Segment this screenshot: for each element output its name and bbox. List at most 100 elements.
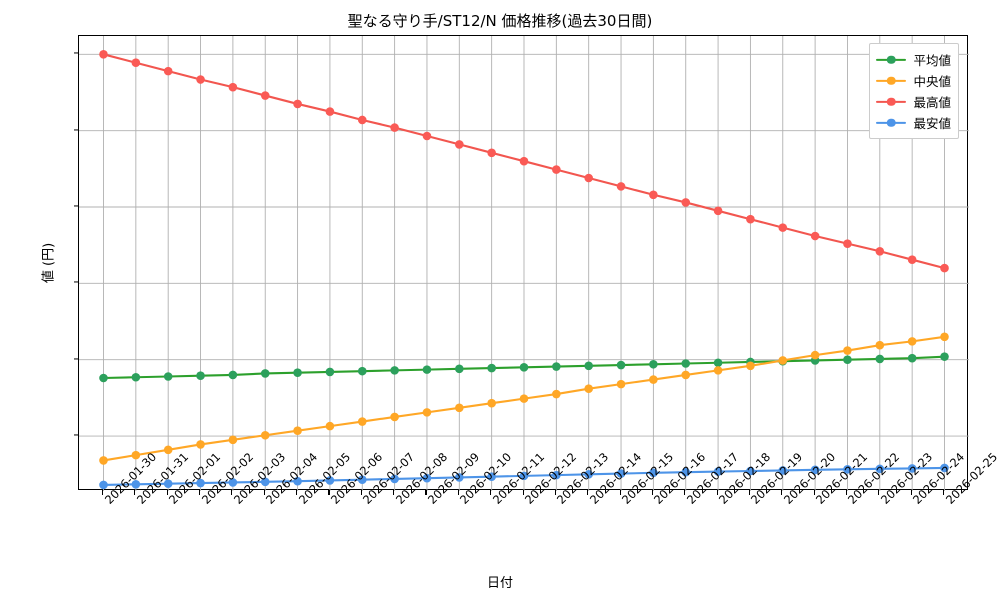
data-point-marker xyxy=(584,173,593,183)
data-point-marker xyxy=(681,198,691,207)
data-point-marker xyxy=(196,371,205,381)
data-point-marker xyxy=(713,206,723,216)
legend-item-2[interactable]: 最高値 xyxy=(876,91,951,112)
data-point-marker xyxy=(357,475,367,485)
x-axis-tick-label: 2026-02-24 xyxy=(910,450,967,507)
y-axis-tick-mark xyxy=(73,52,78,54)
data-point-marker xyxy=(843,346,852,355)
data-point-marker xyxy=(455,403,464,413)
chart-legend: 平均値中央値 最高値最安値 xyxy=(869,43,959,139)
data-point-marker xyxy=(552,389,561,399)
data-point-marker xyxy=(584,361,593,371)
x-axis-tick-label: 2026-02-20 xyxy=(781,450,838,507)
data-point-marker xyxy=(875,354,885,364)
data-point-marker xyxy=(293,426,302,435)
x-axis-tick-mark xyxy=(166,490,168,495)
data-point-marker xyxy=(422,131,432,141)
x-axis-tick-mark xyxy=(102,490,104,495)
data-point-marker xyxy=(746,466,755,476)
x-axis-tick-mark xyxy=(651,490,653,495)
data-point-marker xyxy=(228,435,238,445)
x-axis-tick-mark xyxy=(910,490,912,495)
legend-item-1[interactable]: 中央値 xyxy=(876,70,951,91)
x-axis-tick-label: 2026-02-05 xyxy=(296,450,353,507)
data-point-marker xyxy=(390,123,399,132)
legend-item-0[interactable]: 平均値 xyxy=(876,49,951,70)
data-point-marker xyxy=(260,91,270,100)
x-axis-tick-label: 2026-02-12 xyxy=(522,450,579,507)
data-point-marker xyxy=(455,140,464,149)
data-point-marker xyxy=(907,464,917,473)
x-axis-tick-mark xyxy=(943,490,945,495)
x-axis-tick-label: 2026-02-16 xyxy=(651,450,708,507)
data-point-marker xyxy=(584,470,593,479)
data-point-marker xyxy=(778,223,788,232)
x-axis-tick-mark xyxy=(457,490,459,495)
legend-label: 平均値 xyxy=(913,53,951,68)
data-point-marker xyxy=(681,359,691,368)
data-point-marker xyxy=(325,476,335,485)
data-point-marker xyxy=(325,107,335,116)
series-lines xyxy=(99,50,949,490)
legend-label: 最安値 xyxy=(913,116,951,131)
data-point-marker xyxy=(649,190,658,200)
x-axis-tick-label: 2026-02-06 xyxy=(328,450,385,507)
data-point-marker xyxy=(810,350,820,360)
x-axis-tick-label: 2026-01-30 xyxy=(102,450,159,507)
y-axis-tick-mark xyxy=(73,205,78,207)
data-point-marker xyxy=(713,366,723,375)
data-point-marker xyxy=(422,408,432,417)
data-point-marker xyxy=(519,363,529,372)
data-point-marker xyxy=(907,353,917,363)
data-point-marker xyxy=(875,246,885,256)
data-point-marker xyxy=(131,58,141,68)
data-point-marker xyxy=(455,473,464,482)
legend-swatch-icon xyxy=(876,95,907,109)
x-axis-tick-label: 2026-02-21 xyxy=(813,450,870,507)
x-axis-tick-mark xyxy=(199,490,201,495)
plot-area: 値 (円) 平均値 中央値 最高値 最安値 xyxy=(42,35,969,491)
data-point-marker xyxy=(487,148,496,158)
x-axis-tick-label: 2026-02-01 xyxy=(166,450,223,507)
data-point-marker xyxy=(843,355,852,364)
data-point-marker xyxy=(422,473,432,483)
legend-item-3[interactable]: 最安値 xyxy=(876,112,951,133)
x-axis-tick-mark xyxy=(813,490,815,495)
data-point-marker xyxy=(907,255,917,264)
data-point-marker xyxy=(649,468,658,478)
data-point-marker xyxy=(649,375,658,384)
data-point-marker xyxy=(681,467,691,477)
x-axis-tick-label: 2026-02-07 xyxy=(360,450,417,507)
x-axis-tick-mark xyxy=(328,490,330,495)
x-axis-tick-mark xyxy=(490,490,492,495)
x-axis-tick-mark xyxy=(716,490,718,495)
y-axis-tick-mark xyxy=(73,434,78,436)
x-axis-tick-label: 2026-02-10 xyxy=(457,450,514,507)
chart-title: 聖なる守り手/ST12/N 価格推移(過去30日間) xyxy=(347,12,653,30)
data-point-marker xyxy=(260,477,270,487)
x-axis-tick-mark xyxy=(393,490,395,495)
data-point-marker xyxy=(487,398,496,408)
x-axis-tick-mark xyxy=(878,490,880,495)
data-point-marker xyxy=(940,463,949,473)
data-point-marker xyxy=(552,165,561,174)
x-axis-label: 日付 xyxy=(486,576,513,591)
x-axis-tick-mark xyxy=(748,490,751,495)
x-axis-tick-mark xyxy=(619,490,621,495)
data-point-marker xyxy=(325,367,335,377)
data-point-marker xyxy=(196,75,205,84)
x-axis-tick-mark xyxy=(360,490,362,495)
x-axis-tick-label: 2026-02-15 xyxy=(619,450,676,507)
x-axis-tick-label: 2026-02-09 xyxy=(425,450,482,507)
data-point-marker xyxy=(390,366,399,375)
x-axis-tick-mark xyxy=(845,490,848,495)
y-axis-tick-mark xyxy=(73,129,78,131)
data-point-marker xyxy=(681,370,691,380)
x-axis-tick-mark xyxy=(231,490,233,495)
data-point-marker xyxy=(519,394,529,403)
data-point-marker xyxy=(228,478,238,487)
data-point-marker xyxy=(875,340,885,350)
data-point-marker xyxy=(778,466,788,475)
x-axis-tick-label: 2026-02-11 xyxy=(490,450,547,507)
